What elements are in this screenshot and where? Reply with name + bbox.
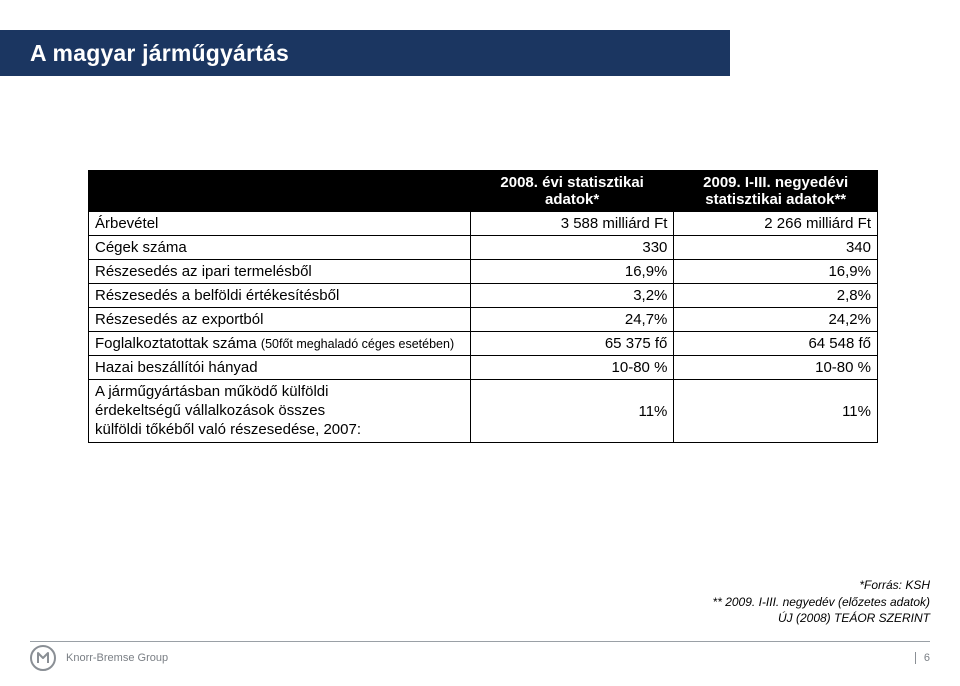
table-row: A járműgyártásban működő külföldi érdeke… (89, 380, 878, 443)
row-label-line1: A járműgyártásban működő külföldi (95, 383, 464, 402)
table-header-col1-line2: adatok* (477, 191, 668, 208)
table-header-col2: 2009. I-III. negyedévi statisztikai adat… (674, 171, 878, 212)
row-label-sub: (50főt meghaladó céges esetében) (261, 337, 454, 351)
row-val1: 24,7% (470, 308, 674, 332)
source-line1: *Forrás: KSH (713, 577, 930, 593)
row-val2: 2,8% (674, 284, 878, 308)
source-line3: ÚJ (2008) TEÁOR SZERINT (713, 610, 930, 626)
data-table: 2008. évi statisztikai adatok* 2009. I-I… (88, 170, 878, 443)
footer-separator (30, 641, 930, 642)
footer-left: Knorr-Bremse Group (30, 645, 168, 671)
row-val1: 10-80 % (470, 356, 674, 380)
table-header-empty (89, 171, 471, 212)
source-line2: ** 2009. I-III. negyedév (előzetes adato… (713, 594, 930, 610)
page-number: 6 (915, 652, 930, 664)
row-label: Részesedés az exportból (89, 308, 471, 332)
table-header-col2-line2: statisztikai adatok** (680, 191, 871, 208)
data-table-wrap: 2008. évi statisztikai adatok* 2009. I-I… (88, 170, 878, 443)
row-val1: 11% (470, 380, 674, 443)
table-row: Cégek száma 330 340 (89, 236, 878, 260)
footer-right: 6 (909, 652, 930, 664)
table-row: Foglalkoztatottak száma (50főt meghaladó… (89, 332, 878, 356)
row-val2: 16,9% (674, 260, 878, 284)
row-val1: 3 588 milliárd Ft (470, 212, 674, 236)
page-title: A magyar járműgyártás (30, 40, 289, 67)
row-val2: 11% (674, 380, 878, 443)
table-row: Hazai beszállítói hányad 10-80 % 10-80 % (89, 356, 878, 380)
table-header-col2-line1: 2009. I-III. negyedévi (680, 174, 871, 191)
company-name: Knorr-Bremse Group (66, 652, 168, 664)
row-val1: 3,2% (470, 284, 674, 308)
row-label-line2: érdekeltségű vállalkozások összes (95, 402, 464, 421)
row-label: Árbevétel (89, 212, 471, 236)
row-val2: 340 (674, 236, 878, 260)
row-label: Cégek száma (89, 236, 471, 260)
row-label: Foglalkoztatottak száma (50főt meghaladó… (89, 332, 471, 356)
page-title-bar: A magyar járműgyártás (0, 30, 730, 76)
row-val2: 2 266 milliárd Ft (674, 212, 878, 236)
row-label: Részesedés a belföldi értékesítésből (89, 284, 471, 308)
row-label: Részesedés az ipari termelésből (89, 260, 471, 284)
row-val1: 16,9% (470, 260, 674, 284)
table-row: Részesedés az ipari termelésből 16,9% 16… (89, 260, 878, 284)
company-logo-icon (30, 645, 56, 671)
table-header-col1: 2008. évi statisztikai adatok* (470, 171, 674, 212)
row-label: Hazai beszállítói hányad (89, 356, 471, 380)
table-row: Részesedés a belföldi értékesítésből 3,2… (89, 284, 878, 308)
row-val1: 65 375 fő (470, 332, 674, 356)
row-val1: 330 (470, 236, 674, 260)
table-row: Részesedés az exportból 24,7% 24,2% (89, 308, 878, 332)
footer: Knorr-Bremse Group 6 (30, 644, 930, 672)
row-val2: 24,2% (674, 308, 878, 332)
table-header-row: 2008. évi statisztikai adatok* 2009. I-I… (89, 171, 878, 212)
table-row: Árbevétel 3 588 milliárd Ft 2 266 milliá… (89, 212, 878, 236)
row-val2: 10-80 % (674, 356, 878, 380)
row-label-line3: külföldi tőkéből való részesedése, 2007: (95, 421, 464, 440)
row-val2: 64 548 fő (674, 332, 878, 356)
row-label-main: Foglalkoztatottak száma (95, 335, 261, 352)
row-label: A járműgyártásban működő külföldi érdeke… (89, 380, 471, 443)
table-header-col1-line1: 2008. évi statisztikai (477, 174, 668, 191)
source-note: *Forrás: KSH ** 2009. I-III. negyedév (e… (713, 577, 930, 626)
